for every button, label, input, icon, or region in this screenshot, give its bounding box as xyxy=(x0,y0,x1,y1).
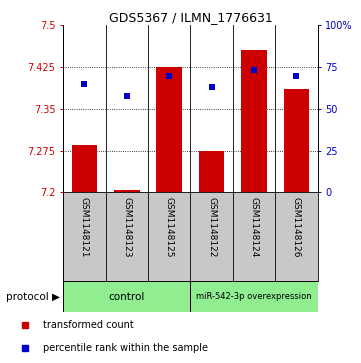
Text: percentile rank within the sample: percentile rank within the sample xyxy=(43,343,208,352)
Bar xyxy=(63,281,191,312)
Bar xyxy=(191,281,318,312)
Text: GSM1148125: GSM1148125 xyxy=(165,197,174,257)
Text: transformed count: transformed count xyxy=(43,321,134,330)
Bar xyxy=(199,151,225,192)
Bar xyxy=(242,50,267,192)
Bar xyxy=(284,89,309,192)
Bar xyxy=(114,189,139,192)
Text: control: control xyxy=(109,292,145,302)
Text: GSM1148121: GSM1148121 xyxy=(80,197,89,257)
Text: GSM1148123: GSM1148123 xyxy=(122,197,131,257)
Title: GDS5367 / ILMN_1776631: GDS5367 / ILMN_1776631 xyxy=(109,11,272,24)
Bar xyxy=(156,67,182,192)
Bar xyxy=(71,145,97,192)
Text: miR-542-3p overexpression: miR-542-3p overexpression xyxy=(196,292,312,301)
Text: GSM1148122: GSM1148122 xyxy=(207,197,216,257)
Text: GSM1148126: GSM1148126 xyxy=(292,197,301,257)
Text: protocol ▶: protocol ▶ xyxy=(5,292,60,302)
Text: GSM1148124: GSM1148124 xyxy=(249,197,258,257)
